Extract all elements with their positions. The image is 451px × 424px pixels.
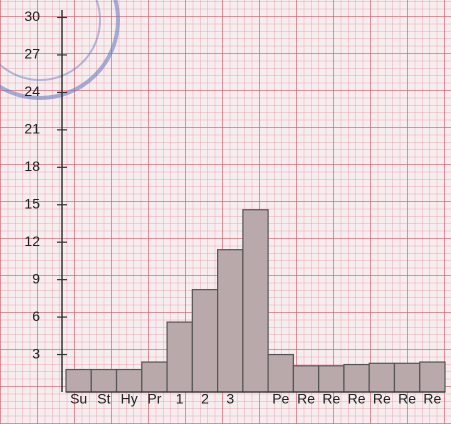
x-tick-label: Su xyxy=(70,391,87,407)
bar xyxy=(115,368,143,393)
y-tick-label: 18 xyxy=(24,158,40,174)
y-tick-label: 30 xyxy=(24,8,40,24)
bar xyxy=(141,361,168,393)
bar xyxy=(318,365,345,393)
y-tick-label: 9 xyxy=(32,270,40,286)
bar xyxy=(368,362,396,393)
bar xyxy=(343,363,370,393)
x-tick-label: Re xyxy=(423,391,441,407)
bar xyxy=(242,209,269,393)
x-tick-label: Re xyxy=(398,391,416,407)
x-tick-label: 1 xyxy=(176,391,184,407)
x-tick-label: Re xyxy=(373,391,391,407)
bar xyxy=(419,361,446,393)
y-tick-label: 24 xyxy=(24,83,40,99)
y-tick-label: 15 xyxy=(24,195,40,211)
bar xyxy=(65,368,92,393)
stamp xyxy=(0,0,120,100)
bar xyxy=(191,289,219,393)
y-tick-label: 12 xyxy=(24,233,40,249)
x-tick-label: Re xyxy=(322,391,340,407)
bar xyxy=(267,353,294,393)
y-tick-label: 27 xyxy=(24,46,40,62)
x-tick-label: 3 xyxy=(226,391,234,407)
bar xyxy=(90,368,118,393)
bar xyxy=(292,365,320,393)
x-tick-label: Pr xyxy=(147,391,161,407)
y-tick-label: 21 xyxy=(24,121,40,137)
y-tick-label: 6 xyxy=(32,308,40,324)
x-tick-label: St xyxy=(97,391,110,407)
x-tick-label: Hy xyxy=(121,391,138,407)
bar xyxy=(217,249,244,393)
x-tick-label: Re xyxy=(348,391,366,407)
x-tick-label: Pe xyxy=(272,391,289,407)
x-tick-label: 2 xyxy=(201,391,209,407)
bar xyxy=(393,362,421,393)
bar xyxy=(166,321,193,393)
stamp-inner xyxy=(0,0,101,81)
y-tick-label: 3 xyxy=(32,345,40,361)
x-tick-label: Re xyxy=(297,391,315,407)
